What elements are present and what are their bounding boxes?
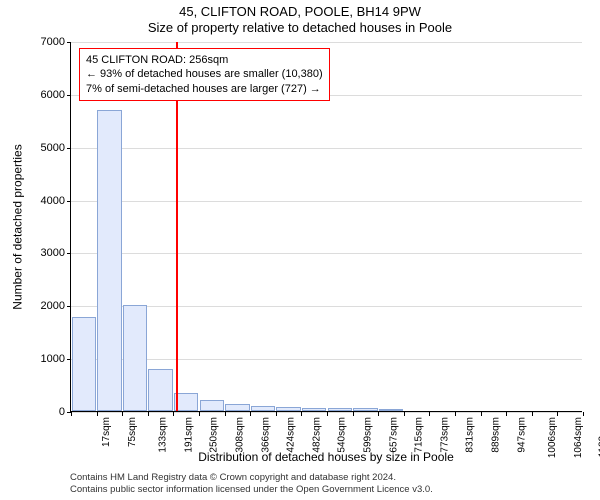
x-tick-label: 75sqm [127, 417, 138, 447]
x-tick-label: 191sqm [183, 417, 194, 453]
x-tick-mark [429, 412, 430, 416]
chart-subtitle: Size of property relative to detached ho… [0, 20, 600, 35]
x-tick-mark [97, 412, 98, 416]
x-axis-label: Distribution of detached houses by size … [70, 450, 582, 464]
gridline [71, 42, 582, 43]
x-tick-label: 133sqm [158, 417, 169, 453]
x-tick-mark [557, 412, 558, 416]
x-tick-mark [583, 412, 584, 416]
property-size-chart: 45, CLIFTON ROAD, POOLE, BH14 9PW Size o… [0, 0, 600, 500]
x-tick-label: 889sqm [491, 417, 502, 453]
x-tick-mark [404, 412, 405, 416]
footer-line-2: Contains public sector information licen… [70, 484, 433, 496]
histogram-bar [276, 407, 301, 411]
annotation-line-2: ← 93% of detached houses are smaller (10… [86, 67, 323, 81]
footer-line-1: Contains HM Land Registry data © Crown c… [70, 472, 433, 484]
chart-title: 45, CLIFTON ROAD, POOLE, BH14 9PW [0, 4, 600, 19]
x-tick-mark [71, 412, 72, 416]
histogram-bar [200, 400, 225, 411]
x-tick-label: 308sqm [235, 417, 246, 453]
x-tick-mark [173, 412, 174, 416]
histogram-bar [353, 408, 378, 411]
histogram-bar [379, 409, 404, 411]
x-tick-label: 17sqm [101, 417, 112, 447]
x-tick-label: 599sqm [363, 417, 374, 453]
histogram-bar [251, 406, 276, 411]
x-tick-mark [199, 412, 200, 416]
y-tick-mark [67, 201, 71, 202]
x-tick-mark [532, 412, 533, 416]
x-tick-mark [481, 412, 482, 416]
gridline [71, 359, 582, 360]
histogram-bar [328, 408, 353, 411]
gridline [71, 148, 582, 149]
histogram-bar [302, 408, 327, 411]
y-axis-label: Number of detached properties [10, 42, 26, 412]
x-tick-label: 773sqm [439, 417, 450, 453]
y-tick-mark [67, 253, 71, 254]
x-tick-label: 424sqm [286, 417, 297, 453]
histogram-bar [97, 110, 122, 411]
x-tick-label: 831sqm [465, 417, 476, 453]
x-tick-mark [353, 412, 354, 416]
histogram-bar [225, 404, 250, 411]
x-tick-mark [327, 412, 328, 416]
histogram-bar [148, 369, 173, 411]
histogram-bar [72, 317, 97, 411]
footer-attribution: Contains HM Land Registry data © Crown c… [70, 472, 433, 496]
x-tick-label: 540sqm [337, 417, 348, 453]
gridline [71, 306, 582, 307]
y-tick-mark [67, 359, 71, 360]
x-tick-label: 657sqm [388, 417, 399, 453]
y-tick-mark [67, 306, 71, 307]
x-tick-mark [148, 412, 149, 416]
y-tick-mark [67, 42, 71, 43]
x-tick-mark [250, 412, 251, 416]
x-tick-mark [506, 412, 507, 416]
x-tick-label: 250sqm [209, 417, 220, 453]
plot-area: 45 CLIFTON ROAD: 256sqm ← 93% of detache… [70, 42, 582, 412]
x-tick-mark [455, 412, 456, 416]
x-tick-mark [301, 412, 302, 416]
x-tick-label: 366sqm [260, 417, 271, 453]
histogram-bar [123, 305, 148, 411]
x-tick-label: 482sqm [311, 417, 322, 453]
gridline [71, 201, 582, 202]
x-tick-label: 947sqm [516, 417, 527, 453]
gridline [71, 253, 582, 254]
annotation-line-3: 7% of semi-detached houses are larger (7… [86, 82, 323, 96]
y-tick-mark [67, 148, 71, 149]
annotation-line-1: 45 CLIFTON ROAD: 256sqm [86, 53, 323, 67]
y-tick-mark [67, 95, 71, 96]
x-tick-mark [225, 412, 226, 416]
x-tick-label: 715sqm [414, 417, 425, 453]
x-tick-mark [378, 412, 379, 416]
annotation-box: 45 CLIFTON ROAD: 256sqm ← 93% of detache… [79, 48, 330, 101]
x-tick-mark [276, 412, 277, 416]
x-tick-mark [122, 412, 123, 416]
